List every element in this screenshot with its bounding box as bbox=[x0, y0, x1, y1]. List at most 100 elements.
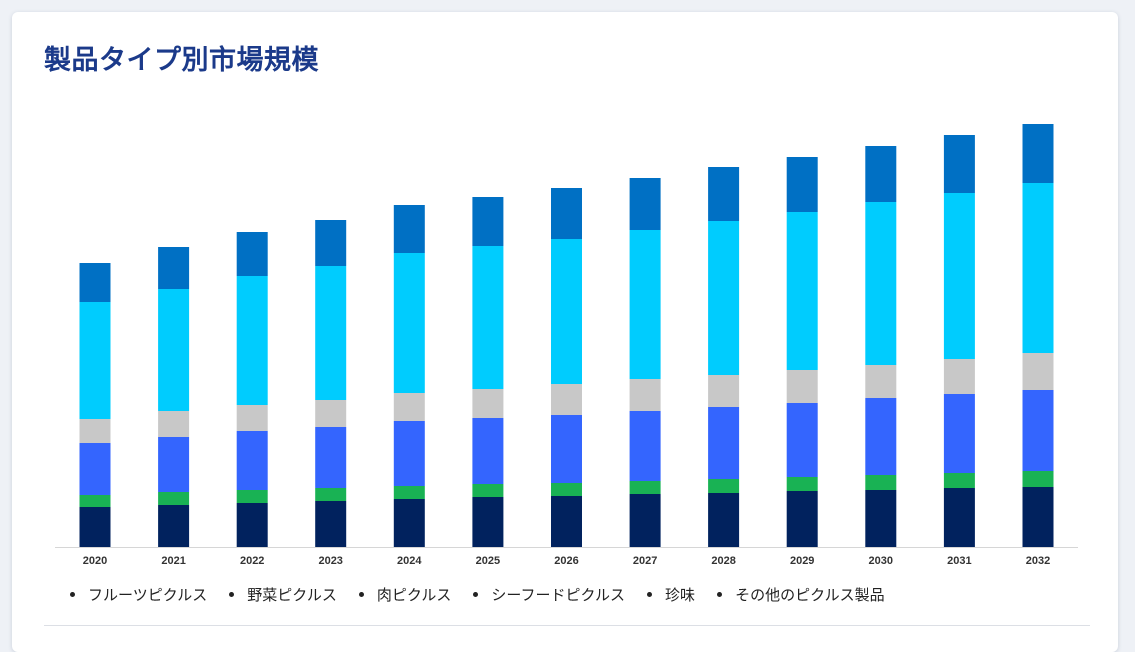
legend-item-3: シーフードピクルス bbox=[473, 584, 625, 605]
legend-item-0: フルーツピクルス bbox=[70, 584, 207, 605]
bar-2032-series-4 bbox=[1022, 183, 1054, 353]
bar-2021-series-1 bbox=[158, 492, 190, 505]
x-tick-label-2021: 2021 bbox=[161, 555, 185, 567]
bar-2028-series-1 bbox=[708, 479, 740, 493]
bar-2024-series-0 bbox=[393, 499, 425, 547]
bar-2029-series-1 bbox=[786, 477, 818, 491]
x-tick-label-2031: 2031 bbox=[947, 555, 971, 567]
x-tick-label-2020: 2020 bbox=[83, 555, 107, 567]
bar-2029-series-5 bbox=[786, 157, 818, 212]
legend-item-4: 珍味 bbox=[647, 584, 695, 605]
bar-2032-series-3 bbox=[1022, 353, 1054, 390]
bar-2024-series-2 bbox=[393, 421, 425, 486]
x-tick-label-2026: 2026 bbox=[554, 555, 578, 567]
x-tick-labels: 2020 2021 2022 2023 2024 2025 2026 2027 2028 2029… bbox=[83, 555, 1050, 567]
bar-2030-series-1 bbox=[865, 475, 897, 490]
bar-2022-series-2 bbox=[236, 431, 268, 490]
bar-2020-series-5 bbox=[79, 263, 111, 302]
x-tick-label-2023: 2023 bbox=[318, 555, 342, 567]
bar-2022-series-4 bbox=[236, 276, 268, 405]
bar-2021-series-4 bbox=[158, 289, 190, 411]
bar-2031-series-0 bbox=[943, 488, 975, 547]
x-tick-label-2025: 2025 bbox=[476, 555, 500, 567]
bar-2026-series-4 bbox=[551, 239, 582, 384]
bar-2031-series-3 bbox=[943, 359, 975, 394]
bar-2026-series-0 bbox=[551, 496, 582, 547]
legend-bullet-icon bbox=[473, 592, 479, 597]
bar-2032-series-1 bbox=[1022, 471, 1054, 487]
card-divider bbox=[44, 625, 1090, 626]
bar-2030-series-3 bbox=[865, 365, 897, 398]
bar-2025-series-3 bbox=[472, 389, 504, 418]
legend-label: その他のピクルス製品 bbox=[735, 586, 885, 604]
legend-label: シーフードピクルス bbox=[491, 586, 626, 604]
bar-2030-series-0 bbox=[865, 490, 897, 547]
bar-2026-series-3 bbox=[551, 384, 582, 415]
bar-2025-series-2 bbox=[472, 418, 504, 484]
bar-2020-series-0 bbox=[79, 507, 111, 547]
bar-2027-series-5 bbox=[629, 178, 661, 230]
bar-2028-series-4 bbox=[708, 221, 740, 375]
bar-2026-series-5 bbox=[551, 188, 582, 239]
bar-2032-series-0 bbox=[1022, 487, 1054, 547]
bar-2024-series-4 bbox=[393, 253, 425, 393]
x-tick-label-2028: 2028 bbox=[711, 555, 735, 567]
x-tick-label-2029: 2029 bbox=[790, 555, 814, 567]
x-tick-label-2022: 2022 bbox=[240, 555, 264, 567]
bar-2020-series-2 bbox=[79, 443, 111, 495]
legend-bullet-icon bbox=[358, 592, 364, 597]
bar-2028-series-5 bbox=[708, 167, 740, 221]
bar-2024-series-3 bbox=[393, 393, 425, 421]
legend-label: 肉ピクルス bbox=[376, 586, 452, 604]
legend-bullet-icon bbox=[70, 592, 75, 597]
bar-2020-series-1 bbox=[79, 495, 111, 507]
bar-2027-series-3 bbox=[629, 379, 661, 411]
bar-2021-series-2 bbox=[158, 437, 190, 492]
x-tick-label-2030: 2030 bbox=[869, 555, 893, 567]
bar-2025-series-5 bbox=[472, 197, 504, 246]
legend-item-1: 野菜ピクルス bbox=[229, 584, 337, 605]
legend-bullet-icon bbox=[717, 592, 723, 597]
x-tick-label-2024: 2024 bbox=[397, 555, 422, 567]
bar-2030-series-4 bbox=[865, 202, 897, 365]
bar-2022-series-0 bbox=[236, 503, 268, 547]
bar-2029-series-0 bbox=[786, 491, 818, 547]
bar-2021-series-0 bbox=[158, 505, 190, 547]
card-title: 製品タイプ別市場規模 bbox=[44, 45, 319, 76]
bar-2021-series-5 bbox=[158, 247, 190, 289]
legend-label: フルーツピクルス bbox=[88, 586, 208, 604]
stacked-bar-chart: 2020 2021 2022 2023 2024 2025 2026 2027 2028 2029… bbox=[55, 124, 1078, 567]
bar-2027-series-0 bbox=[629, 494, 661, 547]
legend-item-5: その他のピクルス製品 bbox=[717, 584, 885, 605]
bar-2022-series-1 bbox=[236, 490, 268, 503]
bar-2025-series-1 bbox=[472, 484, 504, 497]
bar-2031-series-5 bbox=[943, 135, 975, 193]
bar-2031-series-4 bbox=[943, 193, 975, 359]
bar-2026-series-2 bbox=[551, 415, 582, 483]
bar-2022-series-5 bbox=[236, 232, 268, 276]
bar-2023-series-5 bbox=[315, 220, 347, 266]
bar-2031-series-2 bbox=[943, 394, 975, 473]
bar-2023-series-2 bbox=[315, 427, 347, 488]
legend-label: 野菜ピクルス bbox=[247, 586, 337, 604]
bar-2023-series-1 bbox=[315, 488, 347, 501]
bar-2030-series-2 bbox=[865, 398, 897, 475]
bar-2022-series-3 bbox=[236, 405, 268, 431]
bar-2023-series-4 bbox=[315, 266, 347, 400]
bar-2029-series-4 bbox=[786, 212, 818, 370]
bar-2020-series-3 bbox=[79, 419, 111, 443]
bar-2031-series-1 bbox=[943, 473, 975, 488]
bar-2023-series-0 bbox=[315, 501, 347, 547]
bar-2029-series-3 bbox=[786, 370, 818, 403]
bar-2032-series-5 bbox=[1022, 124, 1054, 183]
legend-bullet-icon bbox=[229, 592, 235, 597]
legend-label: 珍味 bbox=[665, 586, 696, 604]
chart-legend: フルーツピクルス 野菜ピクルス 肉ピクルス シーフードピクルス 珍味 その他のピクルス製品 bbox=[70, 584, 907, 605]
bar-2020-series-4 bbox=[79, 302, 111, 419]
bar-2026-series-1 bbox=[551, 483, 582, 496]
bar-2025-series-4 bbox=[472, 246, 504, 389]
x-tick-label-2032: 2032 bbox=[1026, 555, 1050, 567]
bar-2027-series-2 bbox=[629, 411, 661, 481]
x-tick-label-2027: 2027 bbox=[633, 555, 657, 567]
bar-2023-series-3 bbox=[315, 400, 347, 427]
